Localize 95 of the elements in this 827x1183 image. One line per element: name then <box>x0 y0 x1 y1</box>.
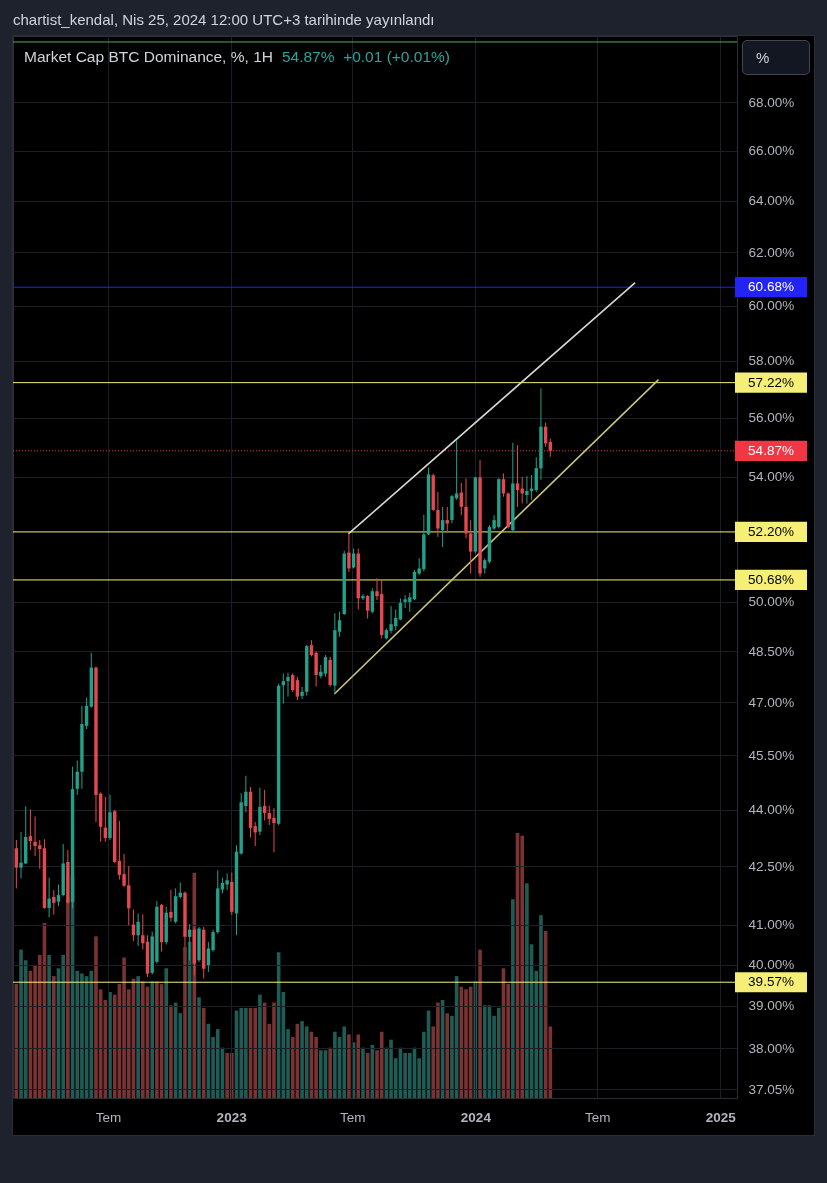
candlestick <box>450 494 454 525</box>
candlestick <box>47 877 51 918</box>
bar <box>197 997 201 1098</box>
y-tick-label: 60.00% <box>748 298 795 314</box>
candlestick <box>295 676 300 701</box>
y-tick-label: 50.00% <box>748 594 795 610</box>
y-tick-label: 37.05% <box>748 1081 795 1097</box>
bar <box>155 981 159 1098</box>
bar <box>169 1005 173 1098</box>
bar <box>164 968 169 1098</box>
bar <box>356 1034 361 1098</box>
ref-line-label: 39.57% <box>748 974 794 990</box>
bar <box>258 994 262 1098</box>
candlestick <box>515 444 520 508</box>
bar <box>464 989 468 1098</box>
x-tick-label: Tem <box>95 1109 122 1125</box>
candlestick <box>286 672 290 698</box>
x-tick-label: 2025 <box>705 1109 737 1125</box>
y-tick-label: 47.00% <box>748 695 795 710</box>
bar <box>61 954 65 1098</box>
candlestick <box>56 884 61 907</box>
bar <box>520 835 525 1098</box>
bar <box>150 981 154 1098</box>
bar <box>478 949 482 1098</box>
ref-line-label: 54.87% <box>748 442 794 458</box>
bar <box>347 1034 351 1098</box>
candlestick <box>14 839 19 889</box>
text: chartist_kendal, Nis 25, 2024 12:00 UTC+3 tarihinde yayınlandı <box>13 11 435 28</box>
y-tick-label: 68.00% <box>748 94 795 110</box>
bar <box>342 1026 347 1098</box>
percent-button: % <box>742 40 810 75</box>
y-tick-label: 64.00% <box>748 193 795 209</box>
bar <box>183 946 187 1098</box>
candlestick <box>370 587 375 614</box>
bar <box>361 1047 365 1098</box>
y-tick-label: 38.00% <box>748 1040 795 1056</box>
ref-line-label: 50.68% <box>748 571 794 587</box>
bar <box>136 976 140 1098</box>
y-tick-label: 42.50% <box>748 858 795 874</box>
bar <box>319 1050 323 1098</box>
bar <box>482 1005 487 1098</box>
candlestick <box>445 506 449 533</box>
candlestick <box>548 437 553 458</box>
y-tick-label: 41.00% <box>748 917 795 933</box>
y-tick-label: 45.50% <box>748 747 795 763</box>
bar <box>445 1013 450 1098</box>
y-tick-label: 66.00% <box>748 143 795 159</box>
text: 54.87% +0.01 (+0.01%) <box>281 48 450 65</box>
x-tick-label: Tem <box>584 1109 611 1125</box>
candlestick <box>169 889 173 923</box>
bar <box>215 1029 220 1098</box>
bar <box>525 883 529 1098</box>
bar <box>333 1031 337 1098</box>
y-tick-label: 58.00% <box>748 353 795 369</box>
text: Market Cap BTC Dominance, %, 1H <box>24 48 273 65</box>
bar <box>52 976 56 1098</box>
bar <box>253 1007 258 1098</box>
candlestick <box>323 654 328 678</box>
candlestick <box>365 594 370 620</box>
candlestick <box>436 491 440 538</box>
y-tick-label: 62.00% <box>748 244 795 260</box>
candlestick <box>19 831 23 879</box>
y-tick-label: 48.50% <box>748 643 795 659</box>
bar <box>94 936 98 1098</box>
y-tick-label: 56.00% <box>748 410 795 426</box>
y-tick-label: 54.00% <box>748 469 795 485</box>
y-tick-label: 39.00% <box>748 998 795 1014</box>
candlestick <box>347 532 351 573</box>
bar <box>47 954 51 1098</box>
candlestick <box>403 594 407 609</box>
candlestick <box>33 815 37 857</box>
bar <box>89 970 94 1098</box>
bar <box>511 899 515 1098</box>
candlestick <box>300 686 304 700</box>
bar <box>328 1047 332 1098</box>
bar <box>201 1007 206 1098</box>
bar <box>496 1007 501 1098</box>
x-tick-label: 2024 <box>460 1109 492 1125</box>
x-tick-label: 2023 <box>216 1109 248 1125</box>
bar <box>141 981 145 1098</box>
candlestick <box>361 593 365 601</box>
candlestick <box>225 872 229 891</box>
bar <box>407 1052 412 1098</box>
candlestick <box>525 475 529 505</box>
candlestick <box>389 605 393 634</box>
candlestick <box>272 807 276 853</box>
candlestick <box>468 519 473 575</box>
ref-line-label: 52.20% <box>748 523 794 539</box>
x-tick-label: Tem <box>339 1109 366 1125</box>
y-tick-label: 44.00% <box>748 802 795 818</box>
y-tick-label: 40.00% <box>748 957 795 973</box>
candlestick <box>136 912 140 947</box>
candlestick <box>52 889 56 916</box>
ref-line-label: 60.68% <box>748 279 794 295</box>
ref-line-label: 57.22% <box>748 374 794 390</box>
